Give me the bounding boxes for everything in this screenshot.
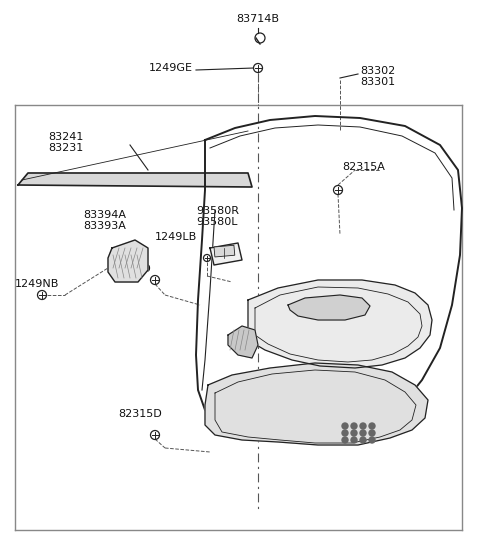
Circle shape: [369, 437, 375, 443]
Polygon shape: [18, 173, 252, 187]
Text: 82315A: 82315A: [342, 162, 385, 172]
Circle shape: [360, 423, 366, 429]
Text: 83394A: 83394A: [83, 210, 126, 220]
Text: 83241: 83241: [48, 132, 84, 142]
Text: 83302: 83302: [360, 66, 395, 76]
Circle shape: [369, 423, 375, 429]
Text: 82315D: 82315D: [107, 264, 151, 274]
Circle shape: [204, 255, 211, 261]
Text: 83301: 83301: [360, 77, 395, 87]
Polygon shape: [205, 363, 428, 445]
Circle shape: [37, 290, 47, 300]
Polygon shape: [228, 326, 258, 358]
Text: 83231: 83231: [48, 143, 83, 153]
Text: 83714B: 83714B: [237, 14, 279, 24]
Circle shape: [342, 430, 348, 436]
Circle shape: [151, 431, 159, 439]
Text: 83393A: 83393A: [83, 221, 126, 231]
Polygon shape: [288, 295, 370, 320]
Circle shape: [369, 430, 375, 436]
Polygon shape: [196, 116, 462, 436]
Polygon shape: [108, 240, 148, 282]
Bar: [214, 245, 235, 257]
Circle shape: [351, 423, 357, 429]
Text: 93580R: 93580R: [196, 206, 239, 216]
Text: 1249GE: 1249GE: [149, 63, 193, 73]
Circle shape: [360, 437, 366, 443]
Circle shape: [360, 430, 366, 436]
Circle shape: [351, 437, 357, 443]
Polygon shape: [248, 280, 432, 368]
Polygon shape: [210, 243, 242, 265]
Circle shape: [342, 423, 348, 429]
Circle shape: [342, 437, 348, 443]
Circle shape: [151, 276, 159, 284]
Text: 93580L: 93580L: [196, 217, 238, 227]
Circle shape: [334, 185, 343, 195]
Text: 1249LB: 1249LB: [155, 232, 197, 242]
Text: 82315D: 82315D: [118, 409, 162, 419]
Circle shape: [253, 63, 263, 73]
Circle shape: [351, 430, 357, 436]
Text: 1249NB: 1249NB: [15, 279, 60, 289]
